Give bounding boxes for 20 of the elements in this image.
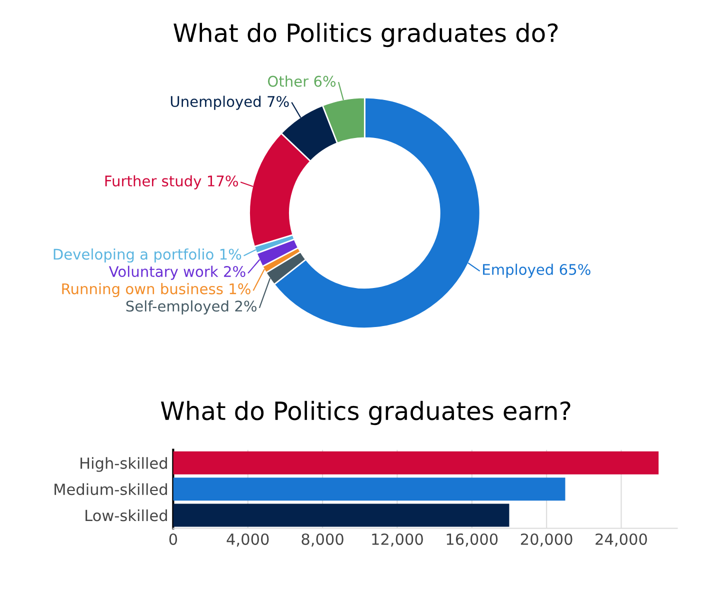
x-tick-label: 16,000 [446,533,498,547]
x-tick-label: 20,000 [520,533,572,547]
x-tick-label: 12,000 [372,533,423,547]
slice-label: Unemployed 7% [170,96,289,110]
slice-label: Developing a portfolio 1% [54,248,242,263]
slice-label: Other 6% [268,76,336,87]
chart-title: What do Politics graduates do? [174,22,558,48]
y-tick-label: High-skilled [80,457,167,472]
slice-label: Further study 17% [105,175,238,190]
x-tick-label: 8,000 [302,533,344,547]
chart-title: What do Politics graduates earn? [160,400,570,426]
slice-label: Running own business 1% [62,283,250,298]
y-tick-label: Low-skilled [86,509,167,522]
slice-label: Voluntary work 2% [108,266,246,280]
y-tick-label: Medium-skilled [54,483,167,496]
slice-label: Employed 65% [483,264,590,278]
x-tick-label: 24,000 [596,533,647,547]
slice-label: Self-employed 2% [126,300,256,314]
x-tick-label: 4,000 [226,533,269,547]
x-tick-label: 0 [169,533,178,546]
